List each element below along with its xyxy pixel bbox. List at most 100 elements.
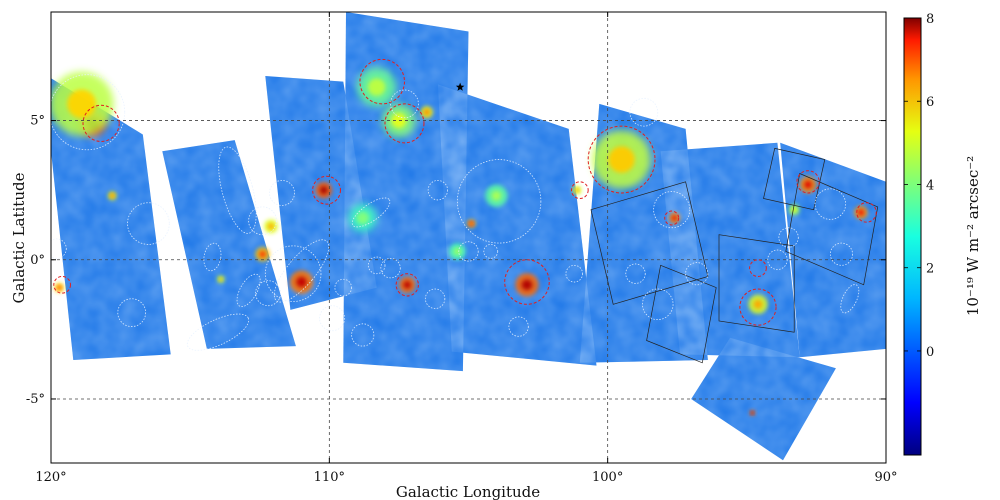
x-axis-label: Galactic Longitude: [396, 483, 540, 500]
src-107.3-core: [403, 281, 412, 289]
src-94.6b-core: [750, 411, 754, 415]
white-circle-4: [653, 191, 691, 229]
src-118.2-core: [67, 89, 97, 119]
src-119.6-core: [57, 285, 62, 290]
colorbar-tick-label-8: 8: [926, 12, 934, 27]
white-circle-20: [351, 323, 375, 347]
red-circle-13: [664, 210, 680, 226]
x-tick-label-90: 90°: [874, 470, 897, 485]
src-107.7-core: [391, 113, 407, 129]
white-circle-27: [829, 242, 853, 266]
colorbar-label: 10⁻¹⁹ W m⁻² arcsec⁻²: [964, 156, 982, 316]
white-circle-14: [625, 263, 646, 284]
red-circle-11: [856, 202, 877, 223]
white-circle-21: [685, 262, 709, 286]
white-ellipse-6: [273, 239, 330, 303]
tile-right-texture: [660, 142, 800, 358]
white-ellipse-1: [351, 197, 391, 228]
emission-sources: [51, 67, 868, 416]
white-ellipse-4: [840, 284, 860, 314]
colorbar-tick-label-6: 6: [926, 95, 934, 110]
field-square-3: [718, 234, 795, 333]
white-ellipse-3: [236, 273, 261, 308]
grid-lines: [51, 12, 886, 463]
red-circle-1: [312, 175, 341, 205]
red-circle-6: [384, 103, 425, 144]
white-circle-7: [248, 206, 277, 236]
src-104.0-core: [491, 190, 502, 201]
field-square-2: [785, 173, 879, 286]
white-circle-17: [380, 257, 401, 279]
red-circle-4: [587, 125, 656, 194]
src-93.2-core: [791, 207, 797, 213]
src-113.8-core: [219, 277, 223, 282]
colorbar-gradient: [903, 17, 922, 456]
white-circle-25: [508, 316, 529, 337]
src-109.3-core: [356, 211, 369, 225]
src-94.6-core: [753, 299, 763, 309]
tile-far-left-top-texture: [51, 78, 171, 360]
y-tick-label-0: 0°: [30, 253, 45, 268]
src-102.9-core: [521, 279, 533, 291]
colorbar-tick-label-2: 2: [926, 262, 934, 277]
field-square-4: [763, 147, 826, 211]
src-99.5-core: [608, 146, 635, 173]
white-circle-6: [264, 245, 322, 302]
red-circle-8: [749, 259, 767, 277]
src-90.9-core: [857, 209, 864, 216]
y-axis-ticks: 5° 0° -5°: [26, 114, 886, 407]
field-square-0: [590, 181, 709, 305]
colorbar-tick-label-4: 4: [926, 178, 934, 193]
colorbar-ticks: 0 2 4 6 8: [904, 12, 934, 360]
white-circle-29: [319, 305, 346, 332]
white-region-outlines: [51, 74, 860, 351]
colorbar: 0 2 4 6 8 10⁻¹⁹ W m⁻² arcsec⁻²: [903, 12, 982, 456]
y-tick-label-5: 5°: [30, 114, 45, 129]
x-tick-label-120: 120°: [35, 470, 66, 485]
white-circle-10: [427, 180, 449, 201]
white-circle-2: [456, 159, 542, 244]
white-circle-5: [814, 188, 847, 220]
white-circle-28: [778, 227, 799, 248]
white-circle-15: [642, 288, 674, 321]
plot-frame: [50, 11, 887, 464]
white-circle-23: [51, 238, 67, 259]
src-111.9-core: [267, 223, 275, 230]
white-circle-8: [367, 256, 386, 275]
red-circle-10: [53, 275, 71, 294]
white-circle-18: [334, 278, 352, 297]
tile-far-right-texture: [780, 142, 886, 358]
src-108.4-core: [367, 78, 386, 96]
white-circle-16: [117, 298, 147, 327]
tile-left-mid-texture: [162, 140, 296, 349]
red-region-outlines: [53, 58, 877, 326]
white-circle-19: [424, 288, 446, 309]
white-circle-13: [565, 264, 584, 283]
white-circle-1: [127, 202, 170, 245]
red-circle-3: [504, 259, 550, 305]
plot-area: [51, 12, 886, 463]
src-92.6-core: [804, 180, 812, 189]
red-circle-5: [359, 58, 405, 105]
red-circle-9: [570, 181, 589, 200]
field-outlines: [590, 147, 879, 364]
x-tick-label-100: 100°: [592, 470, 623, 485]
src-101.2-core: [575, 188, 580, 193]
y-tick-label--5: -5°: [26, 392, 45, 407]
red-circle-7: [739, 288, 777, 326]
src-111.5-core: [296, 276, 307, 288]
src-105.2-core: [453, 247, 462, 256]
red-circle-12: [796, 170, 820, 194]
src-117.8-core: [110, 193, 115, 198]
colorbar-tick-label-0: 0: [926, 345, 934, 360]
src-112.3-core: [259, 250, 266, 258]
white-ellipse-2: [186, 313, 250, 351]
white-circle-26: [255, 280, 282, 307]
src-106.6-core: [423, 109, 430, 115]
star-marker: [455, 82, 465, 91]
src-97.8-core: [671, 215, 677, 221]
field-square-1: [646, 264, 717, 364]
tile-mid-right-texture: [437, 84, 597, 366]
white-circle-3: [629, 97, 659, 127]
